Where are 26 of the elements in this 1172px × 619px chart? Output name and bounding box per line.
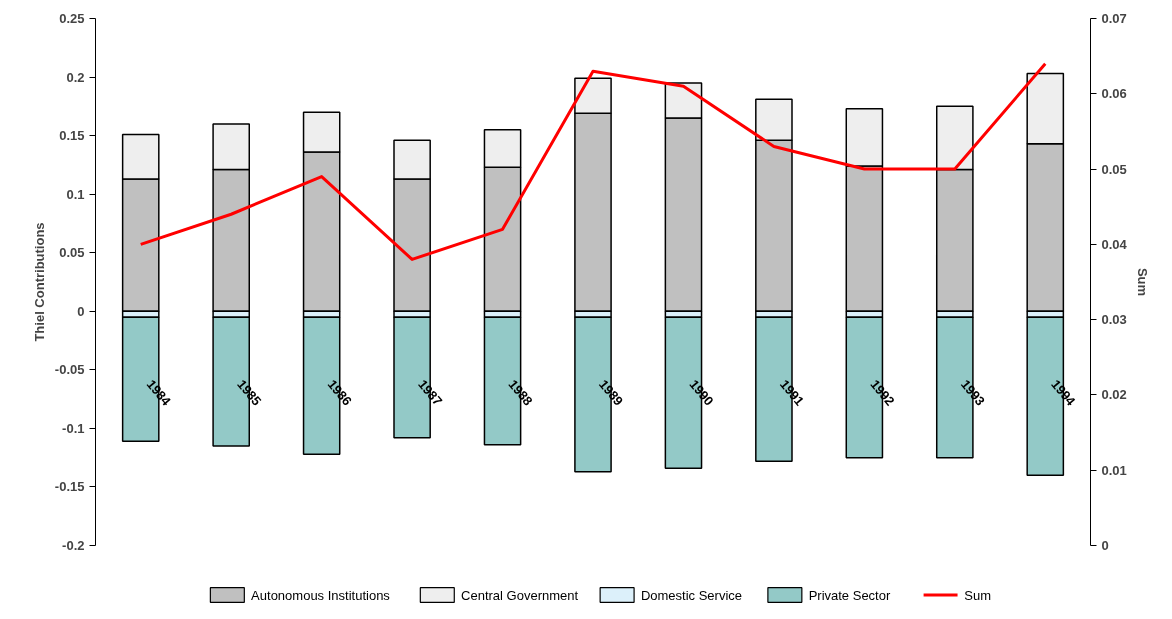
y2-tick-label: 0.02: [1101, 387, 1127, 403]
y-tick-label: 0.05: [59, 245, 85, 261]
legend-label: Central Government: [461, 587, 579, 603]
y-tick-label: -0.1: [62, 420, 85, 436]
legend-label: Autonomous Institutions: [251, 587, 391, 603]
y-tick-label: -0.2: [62, 538, 85, 553]
y2-tick-label: 0.07: [1101, 11, 1127, 26]
y2-tick-label: 0.05: [1101, 161, 1127, 177]
legend-label: Private Sector: [808, 587, 891, 603]
y2-tick-label: 0.04: [1101, 236, 1128, 252]
y-tick-label: 0.1: [66, 186, 85, 202]
y-tick-label: -0.15: [54, 479, 85, 495]
y2-tick-label: 0.06: [1101, 86, 1127, 102]
y-tick-label: 0.25: [59, 11, 85, 26]
line-series: [139, 62, 1047, 261]
y2-tick-label: 0: [1101, 538, 1109, 553]
legend-label: Sum: [964, 587, 992, 603]
y-tick-label: 0.2: [66, 69, 85, 85]
y2-tick-label: 0.03: [1101, 312, 1127, 328]
y-tick-label: 0.15: [59, 128, 85, 144]
legend-label: Domestic Service: [640, 587, 743, 603]
y2-tick-label: 0.01: [1101, 462, 1127, 478]
y-axis-title: Thiel Contributions: [31, 222, 47, 342]
y-tick-label: -0.05: [54, 362, 85, 378]
y-tick-label: 0: [77, 303, 85, 319]
y2-axis-title: Sum: [1134, 267, 1150, 297]
